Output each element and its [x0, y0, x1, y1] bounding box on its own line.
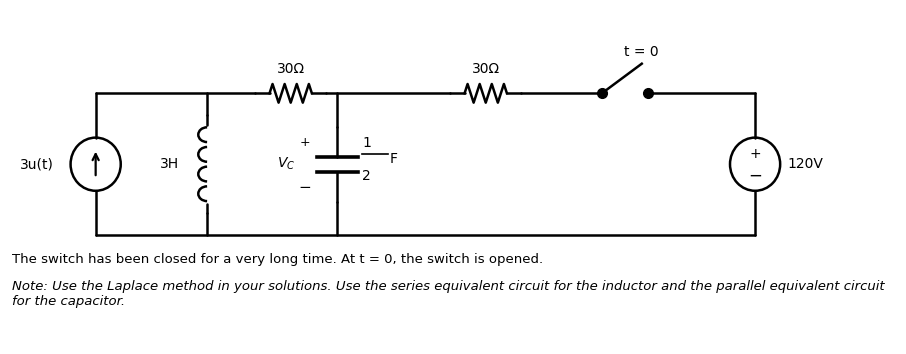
Text: +: +: [749, 147, 761, 161]
Text: t = 0: t = 0: [624, 45, 659, 59]
Text: The switch has been closed for a very long time. At t = 0, the switch is opened.: The switch has been closed for a very lo…: [12, 253, 544, 266]
Text: 3u(t): 3u(t): [20, 157, 53, 171]
Text: 2: 2: [362, 169, 371, 183]
Text: +: +: [299, 136, 310, 149]
Text: 1: 1: [362, 136, 371, 150]
Text: F: F: [390, 152, 397, 166]
Text: 30Ω: 30Ω: [276, 62, 304, 76]
Text: 120V: 120V: [787, 157, 824, 171]
Text: 3H: 3H: [160, 157, 179, 171]
Text: −: −: [298, 180, 311, 195]
Text: 30Ω: 30Ω: [472, 62, 500, 76]
Text: Note: Use the Laplace method in your solutions. Use the series equivalent circui: Note: Use the Laplace method in your sol…: [12, 280, 884, 308]
Text: −: −: [748, 167, 762, 185]
Text: $V_C$: $V_C$: [277, 156, 295, 172]
